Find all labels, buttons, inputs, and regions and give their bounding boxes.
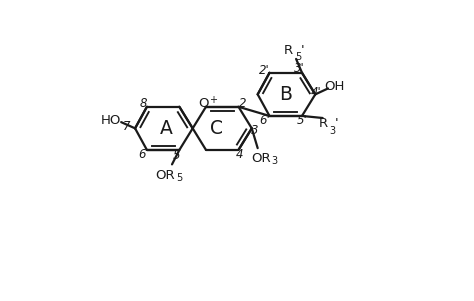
Text: B: B (279, 85, 292, 104)
Text: 2': 2' (259, 64, 270, 77)
Text: OH: OH (324, 80, 345, 94)
Text: ': ' (301, 44, 304, 57)
Text: 3': 3' (294, 62, 305, 75)
Text: 6: 6 (139, 148, 146, 161)
Text: O: O (198, 97, 208, 110)
Text: 2: 2 (238, 97, 246, 110)
Text: ': ' (335, 117, 339, 130)
Text: OR: OR (155, 169, 175, 182)
Text: 6': 6' (260, 114, 271, 127)
Text: 5: 5 (176, 173, 182, 183)
Text: 7: 7 (122, 120, 130, 133)
Text: 8: 8 (140, 97, 147, 110)
Text: 3: 3 (251, 124, 258, 137)
Text: R: R (284, 44, 293, 57)
Text: HO: HO (101, 114, 122, 127)
Text: 4: 4 (236, 148, 243, 161)
Text: 3: 3 (272, 156, 278, 166)
Text: +: + (209, 95, 217, 105)
Text: R: R (319, 117, 328, 130)
Text: C: C (210, 119, 223, 138)
Text: 5: 5 (295, 52, 301, 62)
Text: OR: OR (251, 152, 271, 165)
Text: 3: 3 (330, 126, 336, 136)
Text: 5: 5 (173, 149, 180, 162)
Text: A: A (160, 119, 173, 138)
Text: 5': 5' (297, 114, 307, 127)
Text: 4': 4' (311, 85, 321, 98)
